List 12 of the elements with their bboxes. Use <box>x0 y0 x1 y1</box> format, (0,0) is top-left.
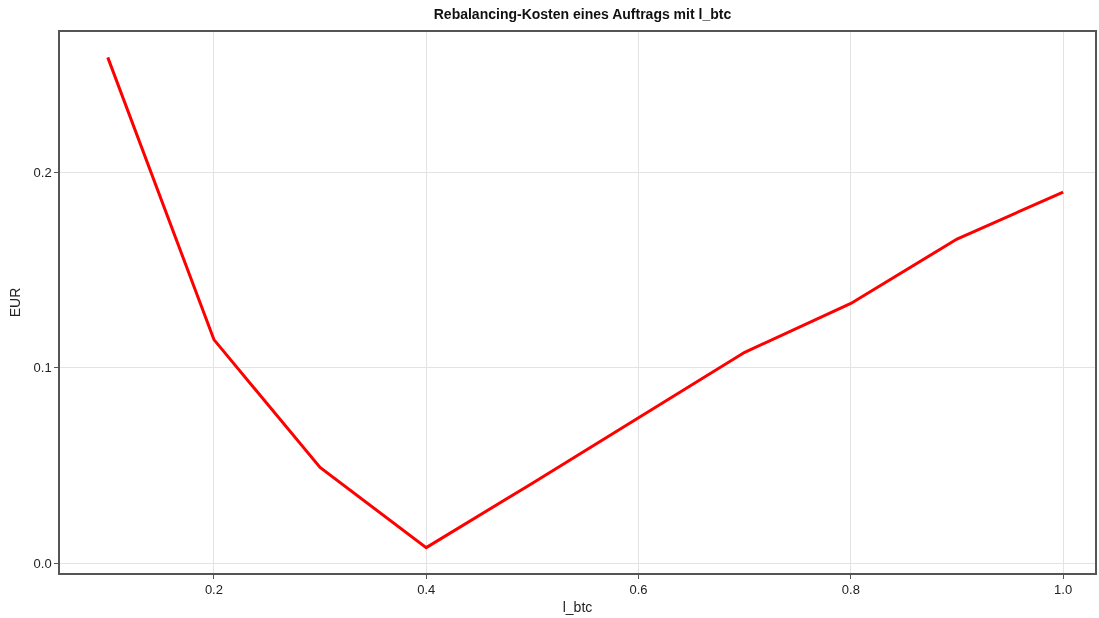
y-tick-label: 0.1 <box>33 360 52 376</box>
y-tick-label: 0.0 <box>33 555 52 571</box>
x-tick-label: 0.2 <box>204 582 223 598</box>
x-tick-label: 0.8 <box>841 582 860 598</box>
x-tick-label: 1.0 <box>1054 582 1073 598</box>
y-tick-label: 0.2 <box>33 165 52 181</box>
line-series <box>106 55 1065 550</box>
x-axis-title: l_btc <box>562 599 593 616</box>
y-axis-title: EUR <box>6 287 23 318</box>
x-tick-label: 0.4 <box>417 582 436 598</box>
chart-title: Rebalancing-Kosten eines Auftrags mit l_btc <box>433 6 732 23</box>
x-tick-label: 0.6 <box>629 582 648 598</box>
